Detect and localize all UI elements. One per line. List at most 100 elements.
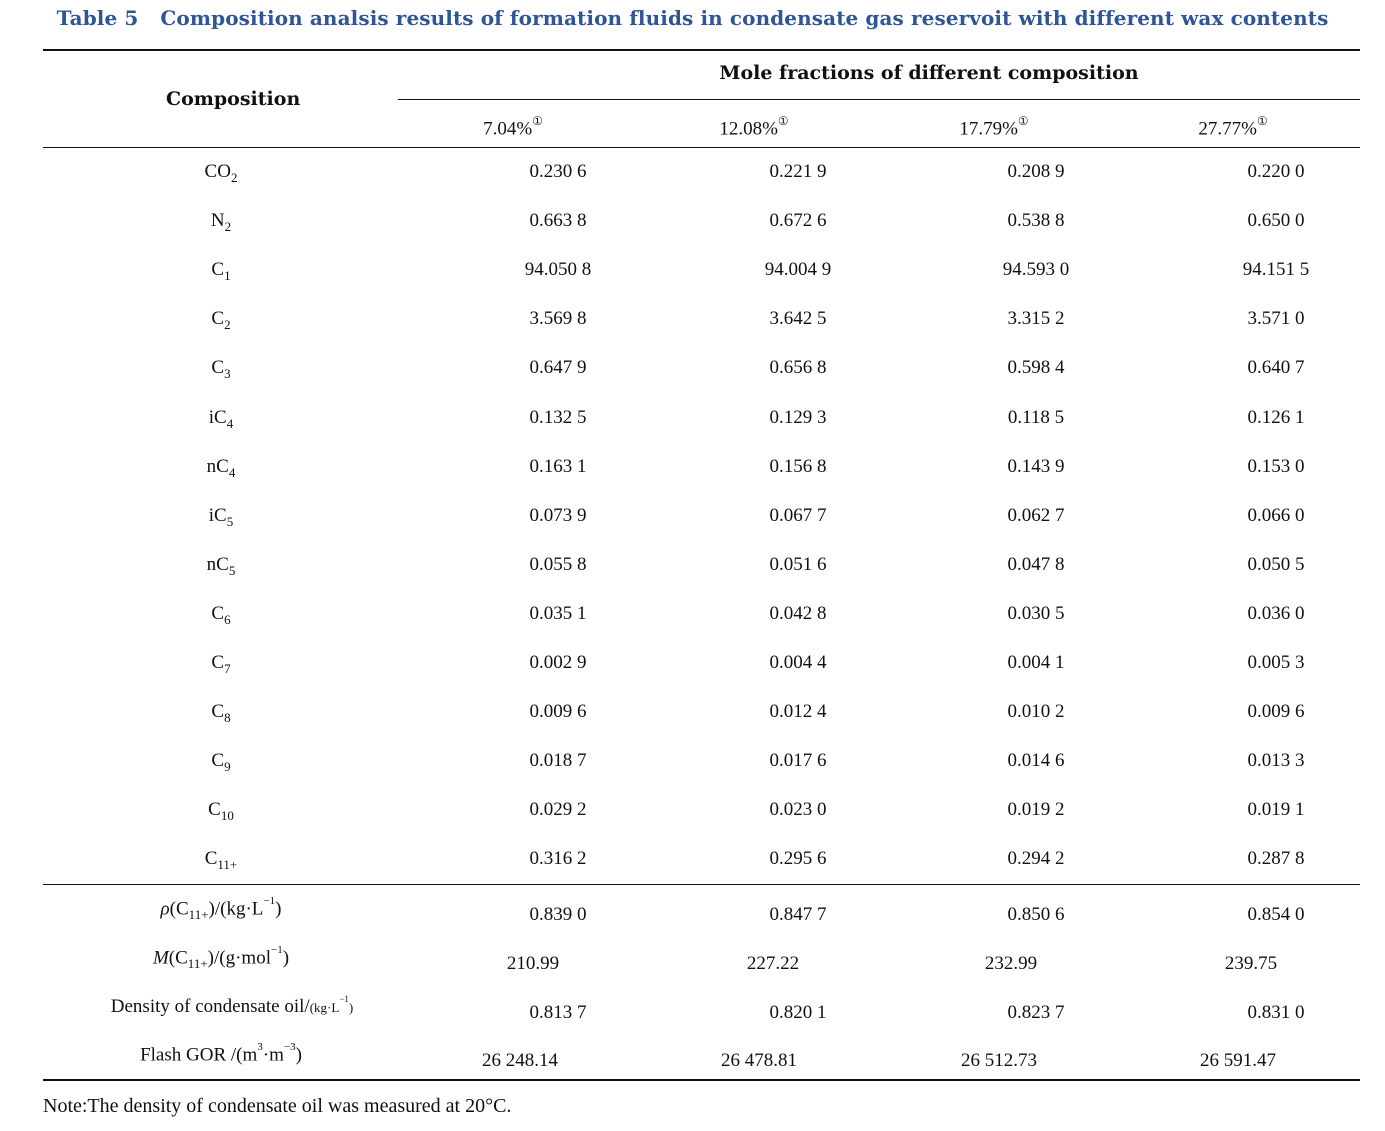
component-label: C6	[211, 602, 230, 627]
component-subscript: 9	[224, 759, 231, 775]
table-cell: 0.287 8	[1247, 848, 1305, 870]
component-base: nC	[206, 455, 229, 477]
property-unit-exponent: −1	[263, 895, 276, 907]
table-cell: 0.118 5	[1007, 406, 1065, 428]
table-cell: 0.650 0	[1247, 210, 1305, 232]
component-base: C	[211, 357, 225, 379]
component-subscript: 4	[228, 464, 236, 480]
property-close: )	[295, 1044, 302, 1066]
property-text: Flash GOR /(m	[140, 1044, 258, 1066]
property-subscript: 11+	[188, 907, 209, 923]
table-cell: 0.640 7	[1247, 357, 1305, 379]
property-label: Flash GOR /(m3·m−3)	[140, 1041, 302, 1066]
component-subscript: 8	[224, 710, 231, 726]
component-base: C	[208, 799, 221, 821]
table-cell: 0.050 5	[1247, 553, 1305, 575]
component-label: C3	[211, 357, 231, 382]
property-unit-exponent: −3	[283, 1041, 296, 1053]
table-cell: 0.012 4	[769, 701, 827, 723]
table-cell: 0.316 2	[529, 848, 587, 870]
table-cell: 0.831 0	[1247, 1002, 1305, 1023]
table-cell: 0.019 2	[1007, 799, 1065, 821]
table-cell: 0.220 0	[1247, 161, 1305, 182]
table-cell: 26 512.73	[961, 1050, 1037, 1071]
component-label: CO2	[205, 161, 238, 185]
table-cell: 0.002 9	[529, 652, 587, 673]
component-base: C	[211, 701, 225, 723]
component-label: C1	[211, 259, 231, 284]
table-cell: 0.013 3	[1247, 750, 1305, 772]
component-subscript: 5	[226, 513, 234, 529]
table-number: Table 5	[56, 6, 139, 30]
component-label: C7	[211, 652, 231, 676]
component-subscript: 11+	[217, 857, 238, 873]
table-cell: 94.151 5	[1242, 259, 1310, 281]
header-sub-rule	[398, 99, 1360, 100]
table-cell: 0.813 7	[529, 1002, 587, 1023]
bottom-rule	[43, 1079, 1360, 1081]
component-base: C	[211, 308, 225, 330]
table-cell: 0.163 1	[529, 455, 587, 477]
table-cell: 232.99	[984, 953, 1038, 974]
table-cell: 0.208 9	[1007, 161, 1065, 182]
table-cell: 0.051 6	[769, 553, 827, 575]
table-cell: 0.598 4	[1007, 357, 1065, 379]
property-label: M(C11+)/(g·mol−1)	[153, 944, 290, 971]
property-close: )	[282, 947, 290, 969]
table-cell: 3.315 2	[1007, 308, 1065, 330]
table-cell: 0.023 0	[769, 799, 827, 821]
table-cell: 0.035 1	[529, 602, 587, 624]
property-label: Density of condensate oil/(kg·L−1)	[111, 994, 353, 1018]
table-cell: 0.029 2	[529, 799, 587, 821]
table-cell: 3.571 0	[1247, 308, 1305, 330]
table-note: Note:The density of condensate oil was m…	[43, 1095, 512, 1117]
table-cell: 0.066 0	[1247, 504, 1305, 526]
column-header-3: 17.79%①	[959, 114, 1028, 140]
component-label: nC4	[206, 455, 236, 480]
table-cell: 0.009 6	[529, 701, 587, 723]
table-cell: 26 478.81	[721, 1050, 797, 1071]
header-bottom-rule	[43, 147, 1360, 148]
property-open: (C	[169, 898, 189, 920]
table-cell: 0.004 4	[769, 652, 827, 673]
table-cell: 210.99	[506, 953, 560, 974]
component-subscript: 7	[224, 661, 231, 676]
table-cell: 0.854 0	[1247, 904, 1305, 925]
component-subscript: 3	[224, 366, 231, 382]
component-base: C	[211, 602, 225, 624]
table-cell: 94.004 9	[764, 259, 832, 281]
property-label: ρ(C11+)/(kg·L−1)	[160, 895, 282, 923]
table-cell: 94.593 0	[1002, 259, 1070, 281]
property-symbol: ρ	[160, 898, 170, 920]
table-cell: 0.153 0	[1247, 455, 1305, 477]
property-unit: (kg·L	[309, 1000, 340, 1015]
table-cell: 0.126 1	[1247, 406, 1305, 428]
table-cell: 0.014 6	[1007, 750, 1065, 772]
table-cell: 3.642 5	[769, 308, 827, 330]
table-cell: 0.055 8	[529, 553, 587, 575]
table-cell: 0.230 6	[529, 161, 587, 182]
component-subscript: 4	[226, 415, 234, 431]
property-close: )	[275, 898, 282, 920]
table-cell: 0.839 0	[529, 904, 587, 925]
component-subscript: 1	[224, 268, 231, 284]
footnote-mark: ①	[1256, 114, 1268, 128]
component-subscript: 2	[224, 317, 231, 333]
table-cell: 0.156 8	[769, 455, 827, 477]
composition-header: Composition	[166, 88, 301, 110]
table-cell: 0.067 7	[769, 504, 827, 526]
table-cell: 0.221 9	[769, 161, 827, 182]
property-unit: )/(g·mol	[207, 947, 271, 969]
table-caption: Table 5 Composition analsis results of fo…	[0, 6, 1385, 30]
property-unit-exponent: −1	[270, 944, 283, 956]
table-cell: 0.823 7	[1007, 1002, 1065, 1023]
table-cell: 26 248.14	[482, 1050, 558, 1071]
table-cell: 0.295 6	[769, 848, 827, 870]
table-cell: 0.017 6	[769, 750, 827, 772]
table-cell: 0.656 8	[769, 357, 827, 379]
table-cell: 0.047 8	[1007, 553, 1065, 575]
table-cell: 0.019 1	[1247, 799, 1305, 821]
component-subscript: 5	[228, 562, 236, 578]
column-header-4: 27.77%①	[1198, 114, 1268, 140]
table-cell: 239.75	[1224, 953, 1278, 974]
